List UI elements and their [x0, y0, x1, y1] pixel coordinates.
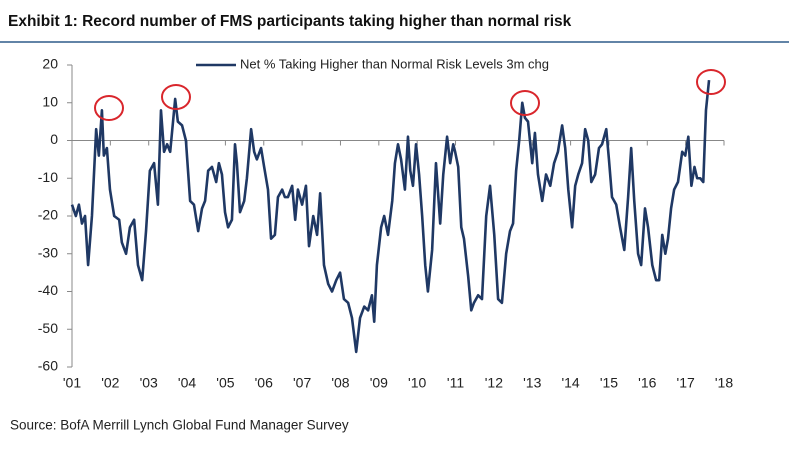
x-tick-label: '11: [447, 375, 464, 391]
x-tick-label: '02: [101, 375, 119, 391]
x-tick-label: '13: [523, 375, 541, 391]
highlight-circle: [696, 69, 726, 95]
y-tick-label: -30: [38, 244, 58, 260]
data-line: [70, 79, 711, 354]
x-tick-label: '10: [408, 375, 426, 391]
x-tick-label: '15: [600, 375, 618, 391]
x-tick-label: '16: [638, 375, 656, 391]
x-tick-label: '01: [63, 375, 81, 391]
x-tick-label: '03: [140, 375, 158, 391]
x-tick-label: '04: [178, 375, 196, 391]
y-tick-label: 20: [42, 56, 58, 72]
y-tick-label: -20: [38, 207, 58, 223]
y-tick-label: 0: [50, 131, 58, 147]
x-tick-label: '09: [370, 375, 388, 391]
x-tick-label: '07: [293, 375, 311, 391]
x-tick-label: '08: [331, 375, 349, 391]
plot: -60 -50 -40 -30 -20 -10 0 10 20 '01 '02 '03 '04 '05 '0…: [38, 56, 734, 391]
x-tick-label: '06: [255, 375, 273, 391]
highlight-circle: [510, 90, 540, 116]
source-note: Source: BofA Merrill Lynch Global Fund M…: [10, 418, 349, 433]
x-tick-label: '18: [715, 375, 733, 391]
x-tick-label: '05: [216, 375, 234, 391]
y-tick-label: -50: [38, 320, 58, 336]
highlight-circle: [94, 95, 124, 121]
y-tick-label: 10: [42, 93, 58, 109]
chart-title: Exhibit 1: Record number of FMS particip…: [8, 13, 572, 30]
x-tick-label: '12: [485, 375, 503, 391]
x-tick-label: '14: [561, 375, 579, 391]
highlight-circle: [161, 84, 191, 110]
y-tick-label: -60: [38, 358, 58, 374]
y-tick-label: -10: [38, 169, 58, 185]
x-tick-label: '17: [677, 375, 695, 391]
legend-label: Net % Taking Higher than Normal Risk Lev…: [240, 56, 549, 71]
y-tick-label: -40: [38, 282, 58, 298]
